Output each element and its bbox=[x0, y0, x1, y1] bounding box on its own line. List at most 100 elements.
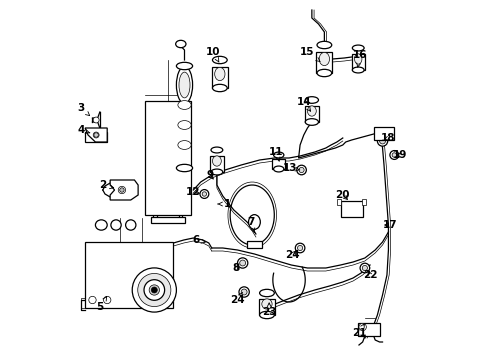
Ellipse shape bbox=[212, 84, 227, 92]
Ellipse shape bbox=[178, 141, 191, 149]
FancyBboxPatch shape bbox=[151, 217, 184, 223]
Ellipse shape bbox=[259, 311, 274, 319]
Ellipse shape bbox=[298, 167, 304, 172]
Ellipse shape bbox=[239, 287, 249, 297]
Ellipse shape bbox=[362, 265, 366, 271]
Text: 10: 10 bbox=[205, 47, 220, 62]
Ellipse shape bbox=[138, 274, 170, 307]
Ellipse shape bbox=[93, 132, 99, 138]
Text: 1: 1 bbox=[218, 199, 230, 209]
Ellipse shape bbox=[175, 40, 185, 48]
Ellipse shape bbox=[297, 246, 302, 251]
Text: 16: 16 bbox=[352, 50, 367, 67]
Text: 13: 13 bbox=[282, 163, 299, 173]
Text: 22: 22 bbox=[362, 270, 377, 280]
FancyBboxPatch shape bbox=[246, 240, 261, 248]
Ellipse shape bbox=[176, 62, 192, 70]
FancyBboxPatch shape bbox=[336, 199, 341, 205]
FancyBboxPatch shape bbox=[316, 53, 332, 73]
Text: 8: 8 bbox=[232, 263, 239, 273]
Ellipse shape bbox=[305, 97, 318, 103]
Ellipse shape bbox=[214, 67, 224, 81]
Ellipse shape bbox=[261, 299, 271, 309]
Ellipse shape bbox=[210, 147, 223, 153]
Ellipse shape bbox=[212, 156, 221, 166]
Text: 19: 19 bbox=[392, 150, 407, 160]
Circle shape bbox=[94, 133, 98, 137]
Ellipse shape bbox=[305, 119, 318, 125]
Ellipse shape bbox=[239, 260, 245, 266]
Ellipse shape bbox=[273, 166, 284, 172]
Text: 21: 21 bbox=[351, 324, 366, 338]
FancyBboxPatch shape bbox=[304, 106, 319, 122]
FancyBboxPatch shape bbox=[351, 54, 364, 70]
Ellipse shape bbox=[132, 268, 176, 312]
FancyBboxPatch shape bbox=[357, 323, 379, 336]
Ellipse shape bbox=[95, 220, 107, 230]
FancyBboxPatch shape bbox=[85, 132, 107, 142]
Ellipse shape bbox=[111, 220, 121, 230]
Ellipse shape bbox=[118, 186, 125, 194]
Ellipse shape bbox=[248, 215, 260, 229]
Ellipse shape bbox=[259, 289, 274, 297]
Ellipse shape bbox=[316, 69, 331, 77]
Ellipse shape bbox=[295, 243, 304, 253]
Ellipse shape bbox=[352, 67, 364, 73]
Text: 24: 24 bbox=[285, 250, 300, 260]
Ellipse shape bbox=[149, 285, 159, 295]
Ellipse shape bbox=[125, 220, 136, 230]
Text: 4: 4 bbox=[77, 125, 90, 135]
Text: 11: 11 bbox=[269, 147, 283, 161]
FancyBboxPatch shape bbox=[211, 67, 227, 88]
Ellipse shape bbox=[200, 190, 208, 198]
Text: 15: 15 bbox=[300, 47, 319, 62]
Ellipse shape bbox=[212, 56, 227, 64]
Ellipse shape bbox=[93, 117, 99, 123]
Text: 18: 18 bbox=[381, 133, 395, 143]
Ellipse shape bbox=[202, 192, 206, 196]
Ellipse shape bbox=[391, 153, 396, 157]
Text: 2: 2 bbox=[99, 180, 113, 190]
Ellipse shape bbox=[178, 121, 191, 129]
Text: 17: 17 bbox=[382, 220, 396, 230]
Text: 24: 24 bbox=[230, 292, 244, 305]
Ellipse shape bbox=[178, 100, 191, 109]
Ellipse shape bbox=[237, 258, 247, 268]
Ellipse shape bbox=[307, 106, 316, 116]
FancyBboxPatch shape bbox=[145, 101, 191, 215]
Circle shape bbox=[89, 296, 96, 304]
Circle shape bbox=[103, 296, 111, 304]
Ellipse shape bbox=[358, 323, 366, 331]
Ellipse shape bbox=[241, 289, 246, 295]
Text: 12: 12 bbox=[186, 187, 200, 197]
Text: 20: 20 bbox=[335, 190, 349, 200]
Text: 6: 6 bbox=[191, 235, 205, 245]
Polygon shape bbox=[110, 180, 138, 200]
Text: 3: 3 bbox=[77, 103, 89, 116]
Ellipse shape bbox=[296, 165, 305, 175]
FancyBboxPatch shape bbox=[85, 242, 173, 308]
Ellipse shape bbox=[273, 152, 284, 158]
FancyBboxPatch shape bbox=[373, 127, 393, 140]
Ellipse shape bbox=[352, 45, 364, 51]
Text: 23: 23 bbox=[262, 303, 276, 317]
Ellipse shape bbox=[316, 41, 331, 49]
Ellipse shape bbox=[210, 169, 223, 175]
Circle shape bbox=[151, 287, 157, 293]
Ellipse shape bbox=[354, 54, 361, 64]
FancyBboxPatch shape bbox=[361, 199, 366, 205]
FancyBboxPatch shape bbox=[258, 299, 274, 315]
Ellipse shape bbox=[319, 52, 329, 66]
Polygon shape bbox=[85, 128, 107, 142]
Text: 14: 14 bbox=[296, 97, 310, 111]
Ellipse shape bbox=[179, 72, 190, 98]
Ellipse shape bbox=[359, 263, 369, 273]
Text: 9: 9 bbox=[206, 170, 213, 180]
FancyBboxPatch shape bbox=[271, 159, 285, 169]
Ellipse shape bbox=[389, 150, 398, 159]
Ellipse shape bbox=[377, 136, 387, 146]
FancyBboxPatch shape bbox=[210, 156, 223, 172]
Circle shape bbox=[120, 188, 124, 192]
Ellipse shape bbox=[143, 280, 164, 300]
Ellipse shape bbox=[176, 164, 192, 172]
